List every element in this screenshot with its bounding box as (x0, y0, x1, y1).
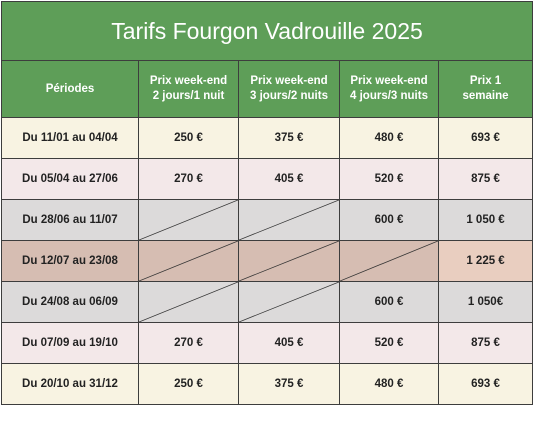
price-cell: 405 € (238, 322, 340, 364)
strike-line (139, 282, 238, 322)
unavailable-cell (138, 281, 239, 323)
price-table: Tarifs Fourgon Vadrouille 2025 Périodes … (0, 1, 533, 405)
unavailable-cell (238, 240, 340, 282)
table-row: Du 12/07 au 23/08 1 225 € (1, 240, 533, 282)
price-cell: 375 € (238, 363, 340, 405)
price-cell: 520 € (339, 322, 439, 364)
price-cell: 1 050€ (437, 281, 533, 323)
price-cell: 875 € (437, 322, 533, 364)
unavailable-cell (238, 281, 340, 323)
table-row: Du 07/09 au 19/10 270 € 405 € 520 € 875 … (1, 322, 533, 364)
unavailable-cell (138, 240, 239, 282)
period-cell: Du 12/07 au 23/08 (1, 240, 139, 282)
strike-line (239, 282, 339, 322)
price-cell: 250 € (138, 117, 239, 159)
table-row: Du 24/08 au 06/09 600 € 1 050€ (1, 281, 533, 323)
price-cell: 480 € (339, 363, 439, 405)
header-periods: Périodes (1, 60, 139, 118)
price-cell: 520 € (339, 158, 439, 200)
header-weekend-4-days: Prix week-end 4 jours/3 nuits (339, 60, 439, 118)
strike-line (139, 241, 238, 281)
price-cell: 875 € (437, 158, 533, 200)
price-cell: 250 € (138, 363, 239, 405)
strike-line (139, 200, 238, 240)
table-title: Tarifs Fourgon Vadrouille 2025 (0, 1, 533, 61)
price-cell: 270 € (138, 158, 239, 200)
price-cell: 1 050 € (437, 199, 533, 241)
price-cell: 693 € (437, 117, 533, 159)
price-cell: 600 € (339, 281, 439, 323)
price-cell: 693 € (437, 363, 533, 405)
period-cell: Du 05/04 au 27/06 (1, 158, 139, 200)
period-cell: Du 07/09 au 19/10 (1, 322, 139, 364)
period-cell: Du 11/01 au 04/04 (1, 117, 139, 159)
period-cell: Du 20/10 au 31/12 (1, 363, 139, 405)
unavailable-cell (339, 240, 439, 282)
unavailable-cell (238, 199, 340, 241)
period-cell: Du 24/08 au 06/09 (1, 281, 139, 323)
table-row: Du 11/01 au 04/04 250 € 375 € 480 € 693 … (1, 117, 533, 159)
unavailable-cell (138, 199, 239, 241)
table-row: Du 28/06 au 11/07 600 € 1 050 € (1, 199, 533, 241)
period-cell: Du 28/06 au 11/07 (1, 199, 139, 241)
price-cell: 600 € (339, 199, 439, 241)
header-weekend-3-days: Prix week-end 3 jours/2 nuits (238, 60, 340, 118)
price-cell: 405 € (238, 158, 340, 200)
price-cell: 480 € (339, 117, 439, 159)
strike-line (239, 200, 339, 240)
header-weekend-2-days: Prix week-end 2 jours/1 nuit (138, 60, 239, 118)
strike-line (239, 241, 339, 281)
table-row: Du 05/04 au 27/06 270 € 405 € 520 € 875 … (1, 158, 533, 200)
price-cell: 270 € (138, 322, 239, 364)
header-one-week: Prix 1 semaine (437, 60, 533, 118)
price-cell: 375 € (238, 117, 340, 159)
strike-line (340, 241, 438, 281)
price-cell: 1 225 € (437, 240, 533, 282)
table-row: Du 20/10 au 31/12 250 € 375 € 480 € 693 … (1, 363, 533, 405)
